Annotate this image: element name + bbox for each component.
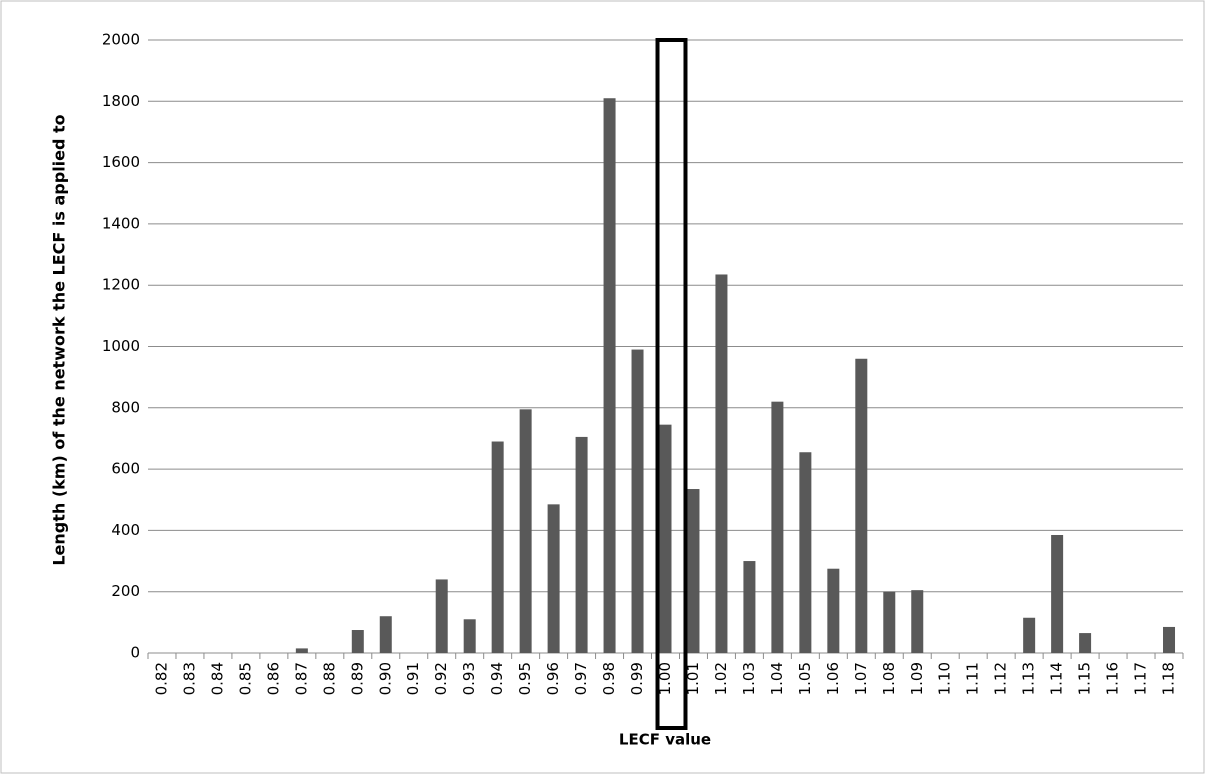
x-tick-label: 0.95 [516, 662, 534, 695]
x-tick-label: 0.90 [376, 662, 394, 695]
x-tick-label: 1.13 [1020, 662, 1038, 695]
bar [491, 441, 504, 653]
x-tick-label: 0.85 [236, 662, 254, 695]
y-axis-title: Length (km) of the network the LECF is a… [50, 114, 69, 565]
x-tick-label: 1.11 [964, 662, 982, 695]
x-tick-label: 1.09 [908, 662, 926, 695]
bar [743, 561, 756, 653]
bar [603, 98, 616, 654]
x-tick-label: 0.97 [572, 662, 590, 695]
bar [827, 568, 840, 653]
x-tick-label: 0.89 [348, 662, 366, 695]
bar [799, 452, 812, 653]
bar [547, 504, 560, 653]
bar [1051, 534, 1064, 653]
bar [631, 349, 644, 653]
bar [883, 591, 896, 653]
bar [435, 579, 448, 653]
x-tick-label: 1.00 [656, 662, 674, 695]
highlight-box [655, 38, 688, 730]
y-tick-label: 800 [111, 398, 140, 416]
bar [1079, 633, 1092, 653]
bar [379, 616, 392, 653]
bar [715, 274, 728, 653]
y-tick-label: 1800 [102, 92, 140, 110]
y-tick-label: 600 [111, 460, 140, 478]
x-tick-label: 1.02 [712, 662, 730, 695]
x-tick-label: 0.92 [432, 662, 450, 695]
x-tick-label: 0.84 [208, 662, 226, 695]
y-tick-label: 1000 [102, 337, 140, 355]
x-tick-label: 0.86 [264, 662, 282, 695]
x-tick-label: 1.15 [1076, 662, 1094, 695]
bar [463, 619, 476, 653]
bar [687, 489, 700, 653]
x-tick-label: 1.18 [1160, 662, 1178, 695]
y-tick-label: 2000 [102, 31, 140, 49]
bar [911, 590, 924, 653]
x-tick-label: 1.17 [1132, 662, 1150, 695]
bar [1163, 626, 1176, 653]
y-tick-label: 1600 [102, 153, 140, 171]
x-tick-label: 1.04 [768, 662, 786, 695]
x-tick-label: 0.82 [152, 662, 170, 695]
bar [519, 409, 532, 653]
x-tick-label: 1.05 [796, 662, 814, 695]
y-tick-label: 400 [111, 521, 140, 539]
x-tick-label: 1.16 [1104, 662, 1122, 695]
bar [771, 401, 784, 653]
x-tick-label: 1.12 [992, 662, 1010, 695]
y-tick-label: 0 [130, 644, 140, 662]
x-tick-label: 0.94 [488, 662, 506, 695]
x-tick-label: 1.06 [824, 662, 842, 695]
x-tick-label: 1.03 [740, 662, 758, 695]
bar [1023, 617, 1036, 653]
y-tick-label: 200 [111, 582, 140, 600]
y-tick-label: 1400 [102, 214, 140, 232]
x-tick-label: 0.91 [404, 662, 422, 695]
x-tick-label: 0.99 [628, 662, 646, 695]
x-tick-label: 0.93 [460, 662, 478, 695]
x-tick-label: 1.14 [1048, 662, 1066, 695]
bar [575, 436, 588, 653]
x-tick-label: 1.10 [936, 662, 954, 695]
bar [295, 648, 308, 653]
bar [659, 424, 672, 653]
x-tick-label: 1.01 [684, 662, 702, 695]
x-tick-label: 1.08 [880, 662, 898, 695]
x-tick-label: 0.83 [180, 662, 198, 695]
x-tick-label: 0.96 [544, 662, 562, 695]
bar [855, 358, 868, 653]
bar [351, 630, 364, 653]
x-tick-label: 0.98 [600, 662, 618, 695]
x-tick-label: 0.88 [320, 662, 338, 695]
x-tick-label: 0.87 [292, 662, 310, 695]
y-tick-label: 1200 [102, 276, 140, 294]
x-axis-title: LECF value [619, 731, 711, 749]
x-tick-label: 1.07 [852, 662, 870, 695]
